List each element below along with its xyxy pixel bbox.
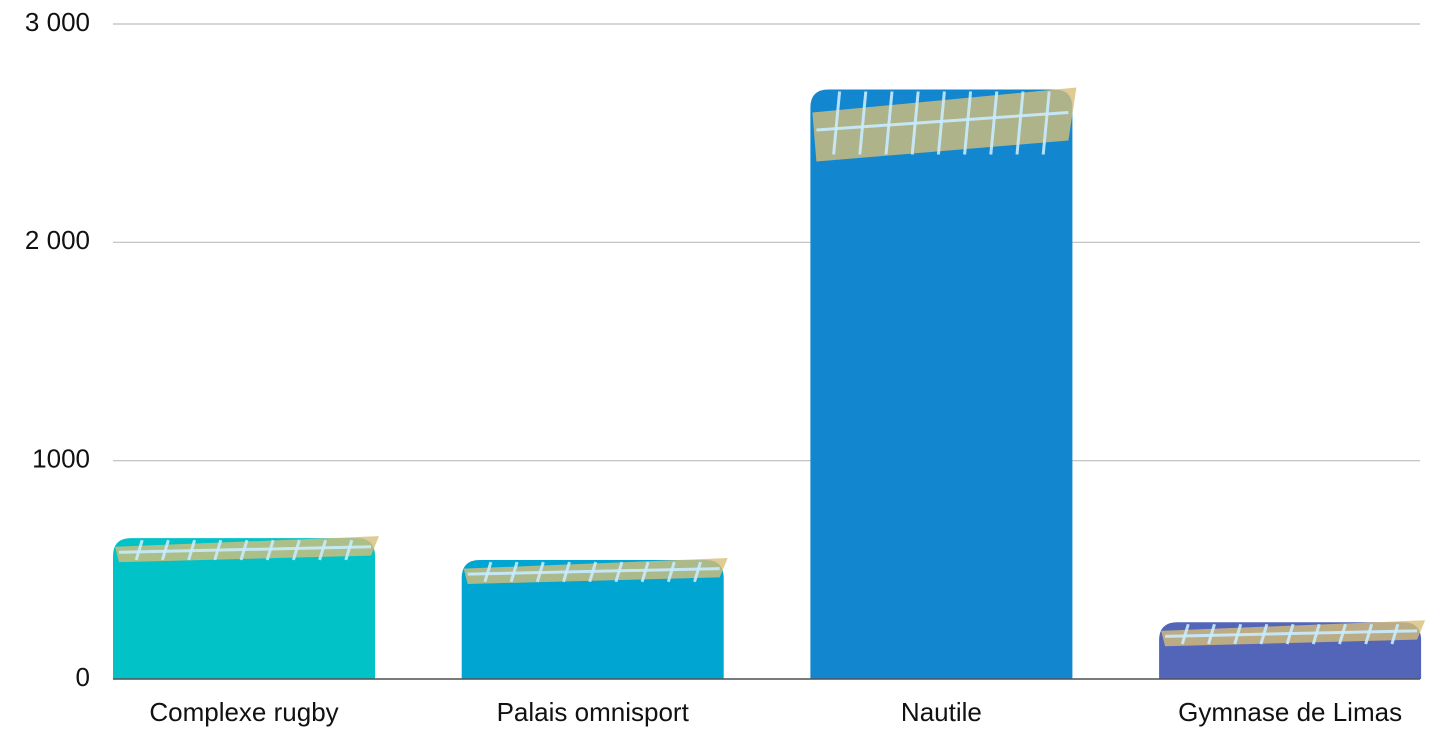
tape-strip bbox=[812, 87, 1077, 162]
tape-line bbox=[816, 111, 1069, 132]
tape-line bbox=[1338, 623, 1347, 645]
tape-line bbox=[291, 539, 301, 561]
x-tick-label: Gymnase de Limas bbox=[1178, 697, 1402, 727]
tape-line bbox=[1015, 91, 1025, 155]
tape-line bbox=[832, 91, 842, 155]
tape bbox=[1161, 620, 1426, 647]
tape-line bbox=[1390, 623, 1400, 645]
tape-line bbox=[858, 91, 868, 155]
tape-line bbox=[318, 539, 328, 561]
tape-line bbox=[483, 561, 493, 583]
y-tick-label: 1000 bbox=[32, 444, 90, 474]
tape-line bbox=[134, 539, 144, 561]
x-tick-label: Nautile bbox=[901, 697, 982, 727]
tape-line bbox=[963, 91, 973, 155]
bar bbox=[810, 89, 1073, 679]
tape-line bbox=[1180, 623, 1190, 645]
bar bbox=[461, 560, 724, 679]
x-tick-label: Complexe rugby bbox=[149, 697, 338, 727]
tape bbox=[812, 87, 1077, 162]
tape-line bbox=[118, 545, 372, 554]
tape bbox=[463, 558, 728, 585]
y-tick-label: 3 000 bbox=[25, 7, 90, 37]
y-tick-label: 0 bbox=[76, 662, 90, 692]
x-tick-label: Palais omnisport bbox=[497, 697, 690, 727]
bar bbox=[113, 538, 375, 679]
tape-line bbox=[1165, 629, 1418, 638]
tape-line bbox=[1041, 91, 1051, 155]
tape-line bbox=[936, 91, 946, 155]
tape-line bbox=[1364, 623, 1374, 645]
tape bbox=[115, 536, 379, 563]
tape-line bbox=[344, 539, 354, 561]
tape-line bbox=[989, 91, 999, 155]
tape-line bbox=[640, 561, 650, 583]
tape-line bbox=[666, 561, 676, 583]
tape-line bbox=[467, 567, 720, 576]
y-tick-label: 2 000 bbox=[25, 225, 90, 255]
tape-line bbox=[693, 561, 702, 583]
tape-line bbox=[884, 91, 894, 155]
